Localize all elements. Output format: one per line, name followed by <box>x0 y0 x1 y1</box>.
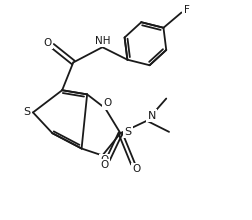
Text: O: O <box>132 164 140 174</box>
Text: O: O <box>101 156 109 165</box>
Text: N: N <box>148 111 156 121</box>
Text: S: S <box>124 127 131 137</box>
Text: O: O <box>103 98 112 108</box>
Text: NH: NH <box>95 36 110 46</box>
Text: O: O <box>101 160 109 170</box>
Text: O: O <box>43 38 52 48</box>
Text: S: S <box>23 107 30 117</box>
Text: F: F <box>183 5 190 15</box>
